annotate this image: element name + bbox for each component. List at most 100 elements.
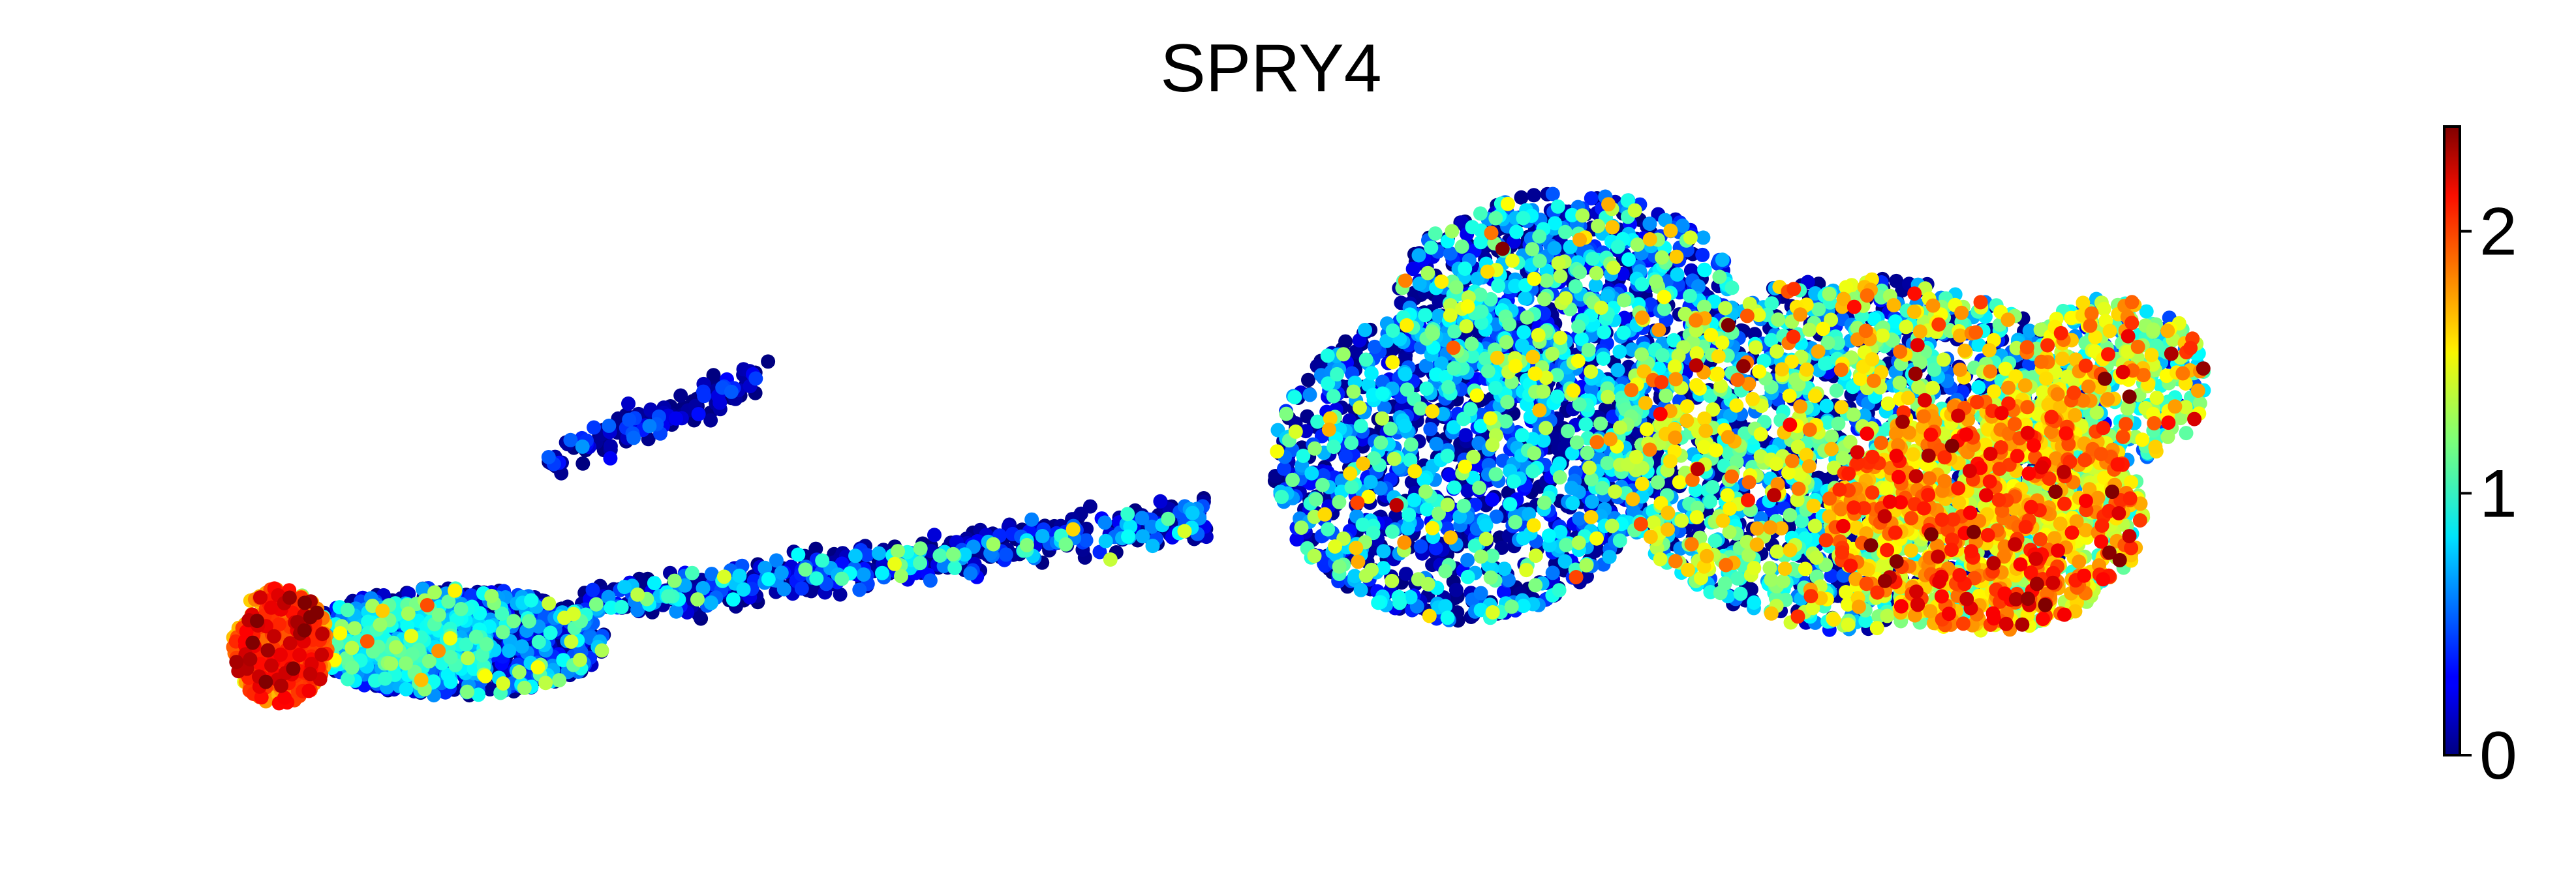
scatter-point bbox=[1403, 590, 1418, 605]
scatter-point bbox=[602, 418, 617, 433]
scatter-point bbox=[1411, 248, 1426, 263]
scatter-point bbox=[1458, 262, 1473, 276]
scatter-point bbox=[621, 396, 636, 411]
scatter-point bbox=[1600, 288, 1615, 303]
scatter-point bbox=[1621, 252, 1636, 267]
scatter-point bbox=[585, 582, 600, 597]
scatter-point bbox=[669, 411, 683, 426]
scatter-point bbox=[875, 565, 889, 580]
scatter-point bbox=[399, 681, 414, 696]
scatter-point bbox=[1545, 565, 1560, 580]
scatter-point bbox=[1440, 610, 1455, 625]
scatter-point bbox=[691, 407, 706, 421]
scatter-point bbox=[622, 412, 637, 427]
scatter-point bbox=[1458, 428, 1473, 443]
scatter-point bbox=[1658, 213, 1673, 228]
scatter-point bbox=[1429, 436, 1444, 451]
scatter-point bbox=[1597, 325, 1612, 340]
scatter-point bbox=[856, 567, 871, 582]
scatter-point bbox=[1460, 552, 1475, 567]
scatter-point bbox=[1438, 599, 1453, 614]
scatter-point bbox=[1135, 511, 1150, 526]
scatter-point bbox=[1449, 582, 1464, 597]
scatter-point bbox=[1398, 567, 1413, 582]
scatter-point bbox=[2022, 323, 2037, 338]
scatter-point bbox=[1398, 367, 1413, 382]
scatter-point bbox=[697, 389, 712, 404]
scatter-point bbox=[603, 439, 618, 454]
scatter-point bbox=[1819, 398, 1834, 413]
scatter-point bbox=[1572, 511, 1587, 526]
scatter-point bbox=[1642, 217, 1657, 232]
scatter-point bbox=[774, 565, 789, 580]
scatter-point bbox=[872, 546, 886, 561]
scatter-point bbox=[852, 582, 867, 597]
scatter-point bbox=[1503, 497, 1518, 512]
scatter-point bbox=[791, 547, 806, 562]
scatter-point bbox=[1697, 262, 1712, 277]
scatter-point bbox=[502, 644, 517, 658]
scatter-point bbox=[1304, 466, 1319, 481]
scatter-point bbox=[1379, 333, 1394, 348]
scatter-point bbox=[1494, 540, 1509, 555]
scatter-point bbox=[673, 388, 688, 403]
scatter-point bbox=[1364, 366, 1379, 381]
scatter-point bbox=[1574, 332, 1589, 346]
scatter-point bbox=[1696, 230, 1711, 245]
scatter-point bbox=[1452, 509, 1467, 524]
scatter-point bbox=[1516, 599, 1531, 614]
scatter-point bbox=[1375, 386, 1390, 401]
scatter-point bbox=[1404, 475, 1419, 490]
scatter-point bbox=[604, 600, 619, 615]
scatter-point bbox=[1398, 419, 1413, 434]
scatter-point bbox=[1508, 278, 1522, 293]
scatter-point bbox=[1548, 216, 1562, 231]
scatter-point bbox=[1418, 358, 1434, 373]
scatter-point bbox=[1388, 509, 1403, 524]
scatter-point bbox=[1541, 528, 1556, 543]
scatter-point bbox=[575, 439, 590, 454]
scatter-point bbox=[1514, 190, 1529, 205]
scatter-point bbox=[1695, 247, 1710, 262]
scatter-point bbox=[1602, 550, 1617, 564]
scatter-point bbox=[1526, 188, 1541, 203]
scatter-point bbox=[1565, 207, 1580, 222]
scatter-point bbox=[1473, 419, 1488, 434]
scatter-point bbox=[575, 456, 590, 471]
scatter-point bbox=[1367, 339, 1382, 354]
scatter-point bbox=[1824, 569, 1839, 583]
scatter-point bbox=[1432, 293, 1447, 308]
scatter-point bbox=[1670, 267, 1685, 282]
scatter-point bbox=[769, 553, 784, 568]
scatter-point bbox=[471, 687, 486, 702]
scatter-point bbox=[696, 580, 711, 595]
scatter-point bbox=[1145, 539, 1160, 554]
scatter-point bbox=[1616, 325, 1631, 340]
scatter-point bbox=[1289, 532, 1304, 547]
scatter-point bbox=[1277, 461, 1291, 476]
scatter-point bbox=[1419, 502, 1434, 516]
scatter-point bbox=[703, 595, 718, 610]
scatter-point bbox=[1460, 483, 1475, 498]
scatter-point bbox=[1079, 533, 1094, 548]
scatter-point bbox=[748, 371, 763, 386]
scatter-point bbox=[563, 432, 578, 447]
scatter-point bbox=[1446, 420, 1461, 435]
scatter-point bbox=[761, 354, 776, 369]
scatter-point bbox=[1442, 468, 1457, 483]
scatter-point bbox=[1971, 380, 1986, 395]
scatter-point bbox=[617, 580, 632, 595]
scatter-point bbox=[1888, 314, 1903, 329]
scatter-point bbox=[724, 384, 739, 399]
scatter-point bbox=[808, 541, 823, 556]
scatter-point bbox=[1407, 492, 1422, 507]
scatter-point bbox=[642, 419, 657, 434]
scatter-point bbox=[923, 573, 938, 588]
scatter-point bbox=[1547, 241, 1562, 256]
scatter-point bbox=[703, 413, 718, 428]
scatter-point bbox=[1489, 509, 1504, 524]
scatter-point bbox=[1412, 277, 1427, 291]
scatter-point bbox=[732, 568, 747, 583]
scatter-point bbox=[603, 451, 618, 466]
